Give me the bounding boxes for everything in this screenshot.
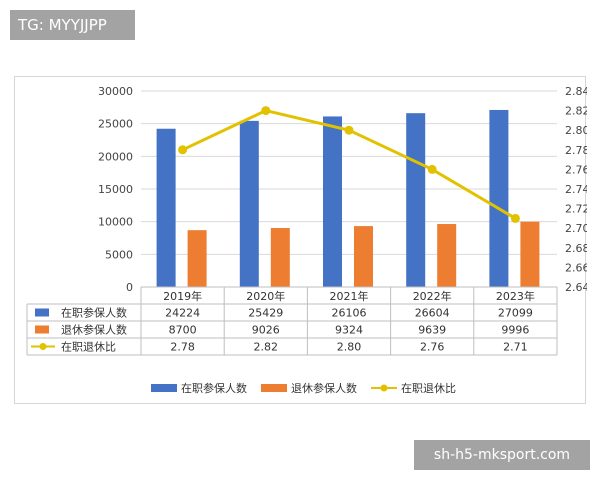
row-series-label: 退休参保人数 [61, 323, 127, 337]
table-cell: 9324 [335, 324, 363, 337]
bar-active [239, 120, 259, 287]
legend-key-ratio-dot [380, 384, 388, 392]
row-series-label: 在职参保人数 [61, 306, 127, 320]
row-key-active [35, 308, 49, 317]
table-cell: 9996 [501, 324, 529, 337]
y-right-tick-label: 2.66 [565, 261, 587, 274]
legend-label-retired: 退休参保人数 [291, 381, 357, 395]
table-cell: 2.82 [254, 341, 279, 354]
category-label: 2022年 [413, 289, 452, 303]
bar-retired [187, 230, 207, 287]
y-left-tick-label: 15000 [98, 183, 133, 196]
category-label: 2023年 [496, 289, 535, 303]
bar-active [406, 113, 426, 287]
ratio-point [344, 125, 354, 135]
chart-card: 30000 25000 20000 15000 10000 5000 0 2.84 2.82 2.… [14, 76, 590, 404]
ratio-point [427, 164, 437, 174]
y-left-tick-label: 20000 [98, 150, 133, 163]
category-label: 2021年 [330, 289, 369, 303]
table-cell: 27099 [498, 307, 533, 320]
bar-active [323, 116, 342, 287]
y-right-tick-label: 2.82 [565, 105, 587, 118]
y-left-tick-label: 10000 [98, 216, 133, 229]
table-cell: 9026 [252, 324, 280, 337]
category-label: 2020年 [246, 289, 285, 303]
table-cell: 26106 [332, 307, 367, 320]
legend-key-active [151, 384, 177, 392]
y-right-tick-label: 2.68 [565, 242, 587, 255]
y-left-tick-label: 5000 [105, 248, 133, 261]
table-cell: 2.76 [420, 341, 445, 354]
legend-label-ratio: 在职退休比 [401, 382, 456, 395]
table-cell: 26604 [415, 307, 450, 320]
y-left-tick-label: 25000 [98, 118, 133, 131]
table-cell: 2.80 [337, 341, 362, 354]
bar-active [489, 109, 509, 287]
row-key-ratio-dot [39, 343, 47, 350]
table-cell: 8700 [169, 324, 197, 337]
watermark-badge: sh-h5-mksport.com [414, 440, 590, 470]
bar-active [156, 128, 176, 287]
y-right-tick-label: 2.74 [565, 183, 587, 196]
table-cell: 9639 [418, 324, 446, 337]
y-right-tick-label: 2.78 [565, 144, 587, 157]
y-right-tick-label: 2.70 [565, 222, 587, 235]
category-label: 2019年 [163, 289, 202, 303]
y-right-tick-label: 2.72 [565, 203, 587, 216]
y-right-tick-label: 2.76 [565, 163, 587, 176]
combo-chart: 30000 25000 20000 15000 10000 5000 0 2.84 2.82 2.… [26, 85, 590, 395]
row-key-retired [35, 325, 49, 334]
legend-key-retired [261, 384, 287, 392]
ratio-point [510, 213, 520, 223]
ratio-point [178, 145, 188, 155]
table-cell: 2.78 [170, 341, 195, 354]
y-right-tick-label: 2.84 [565, 85, 587, 98]
row-series-label: 在职退休比 [61, 341, 116, 354]
bar-retired [354, 226, 373, 287]
tag-badge: TG: MYYJJPP [10, 10, 135, 40]
y-left-tick-label: 0 [126, 281, 133, 294]
bar-retired [520, 221, 540, 287]
y-right-tick-label: 2.64 [565, 281, 587, 294]
bar-retired [437, 224, 457, 287]
legend-label-active: 在职参保人数 [181, 381, 247, 395]
y-left-tick-label: 30000 [98, 85, 133, 98]
table-cell: 25429 [248, 307, 283, 320]
ratio-point [261, 106, 271, 116]
y-right-tick-label: 2.80 [565, 124, 587, 137]
table-cell: 2.71 [503, 341, 528, 354]
bar-retired [270, 228, 290, 287]
table-cell: 24224 [165, 307, 200, 320]
